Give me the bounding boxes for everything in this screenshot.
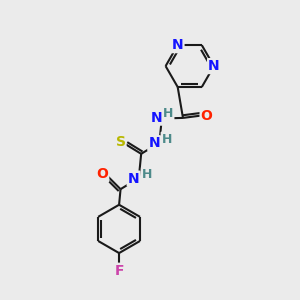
Text: H: H	[162, 133, 172, 146]
Text: N: N	[172, 38, 184, 52]
Text: N: N	[128, 172, 139, 186]
Text: H: H	[142, 168, 152, 181]
Text: N: N	[148, 136, 160, 150]
Text: O: O	[201, 109, 212, 123]
Text: N: N	[208, 59, 220, 73]
Text: N: N	[151, 111, 162, 124]
Text: S: S	[116, 135, 126, 149]
Text: F: F	[114, 264, 124, 278]
Text: O: O	[96, 167, 108, 182]
Text: H: H	[163, 107, 173, 120]
